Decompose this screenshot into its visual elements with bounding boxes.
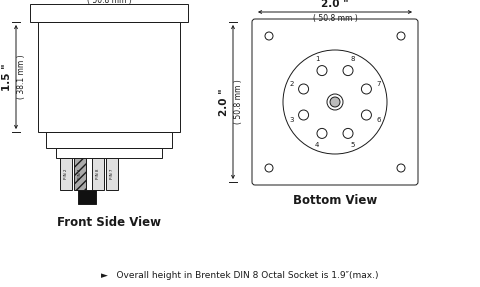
Bar <box>56 148 162 158</box>
Bar <box>78 190 96 204</box>
Circle shape <box>343 128 353 138</box>
Text: PIN 2: PIN 2 <box>64 169 68 179</box>
Text: ( 50.8 mm ): ( 50.8 mm ) <box>86 0 132 5</box>
Circle shape <box>265 164 273 172</box>
Text: 6: 6 <box>376 117 381 123</box>
Text: 5: 5 <box>351 142 355 148</box>
Circle shape <box>397 164 405 172</box>
Circle shape <box>317 128 327 138</box>
Text: 2.0 ": 2.0 " <box>321 0 349 9</box>
Circle shape <box>299 84 309 94</box>
Text: ( 50.8 mm ): ( 50.8 mm ) <box>312 14 358 23</box>
Circle shape <box>265 32 273 40</box>
Text: PIN 7: PIN 7 <box>110 169 114 179</box>
Text: 8: 8 <box>351 56 355 62</box>
Circle shape <box>397 32 405 40</box>
Text: 1: 1 <box>315 56 319 62</box>
Bar <box>92 158 104 190</box>
Circle shape <box>343 66 353 75</box>
Circle shape <box>283 50 387 154</box>
Text: 2: 2 <box>289 81 294 87</box>
Circle shape <box>361 110 372 120</box>
Bar <box>46 132 172 148</box>
Circle shape <box>330 97 340 107</box>
Text: 1.5 ": 1.5 " <box>2 63 12 91</box>
FancyBboxPatch shape <box>252 19 418 185</box>
Text: PIN 8: PIN 8 <box>96 169 100 179</box>
Circle shape <box>317 66 327 75</box>
Bar <box>106 158 118 190</box>
Circle shape <box>361 84 372 94</box>
Bar <box>30 4 188 22</box>
Text: ( 50.8 mm ): ( 50.8 mm ) <box>234 79 243 124</box>
Text: 7: 7 <box>376 81 381 87</box>
Bar <box>74 158 86 190</box>
Text: 4: 4 <box>315 142 319 148</box>
Text: ( 38.1 mm ): ( 38.1 mm ) <box>17 55 26 99</box>
Text: Bottom View: Bottom View <box>293 193 377 207</box>
Circle shape <box>299 110 309 120</box>
Bar <box>38 22 180 132</box>
Text: 3: 3 <box>289 117 294 123</box>
Circle shape <box>327 94 343 110</box>
Text: PIN 4: PIN 4 <box>78 169 82 179</box>
Bar <box>60 158 72 190</box>
Text: 2.0 ": 2.0 " <box>219 88 229 116</box>
Text: ►   Overall height in Brentek DIN 8 Octal Socket is 1.9″(max.): ► Overall height in Brentek DIN 8 Octal … <box>101 271 379 280</box>
Text: Front Side View: Front Side View <box>57 216 161 228</box>
